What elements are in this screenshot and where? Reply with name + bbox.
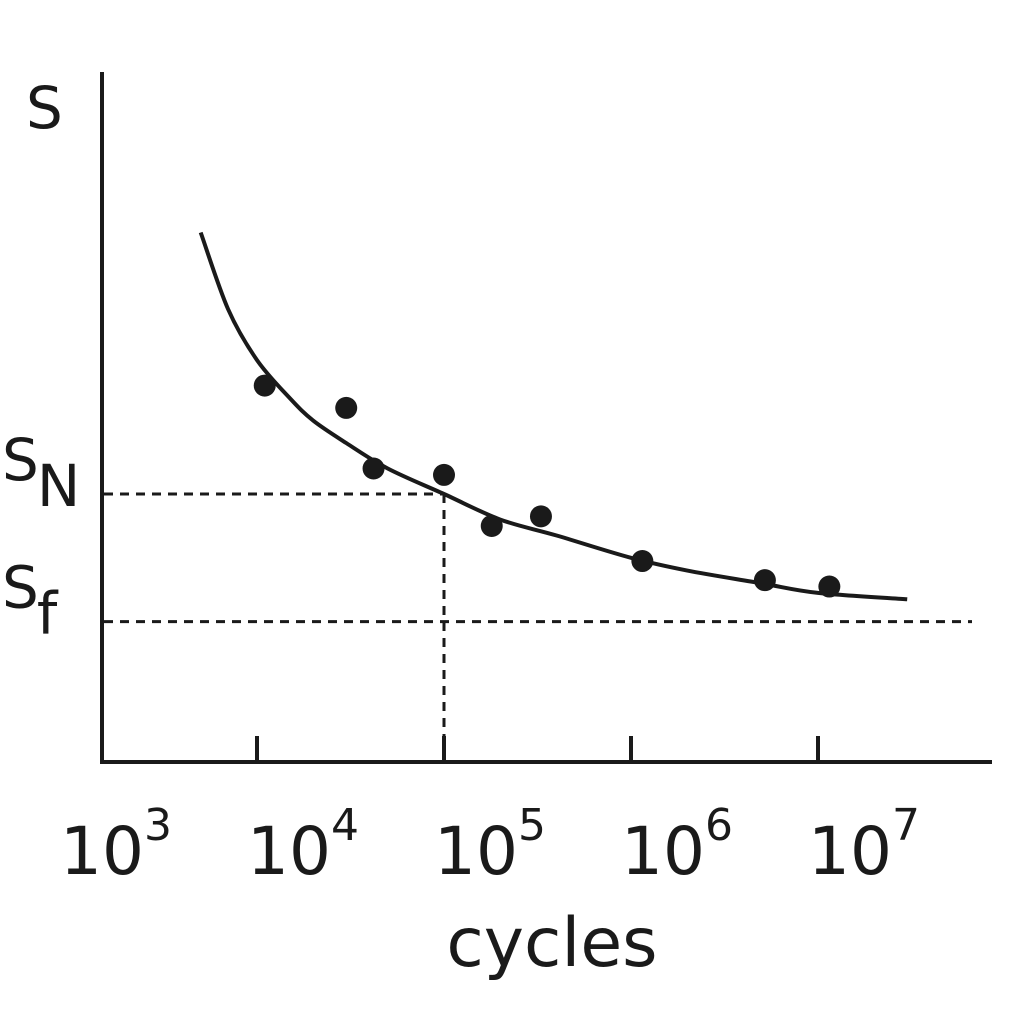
- x-tick-label-5: 105: [434, 800, 546, 890]
- data-point-8: [753, 569, 776, 592]
- ref-line-labels: SN Sf: [2, 426, 80, 648]
- data-point-6: [529, 505, 552, 528]
- ref-label-N: SN: [2, 426, 80, 520]
- data-point-3: [362, 457, 385, 480]
- fit-curve: [198, 231, 908, 602]
- data-point-9: [818, 575, 841, 598]
- x-tick-labels: 103 104 105 106 107: [60, 800, 920, 890]
- x-tick-label-6: 106: [621, 800, 733, 890]
- data-point-2: [335, 396, 358, 419]
- data-point-5: [480, 514, 503, 537]
- x-tick-label-7: 107: [808, 800, 920, 890]
- x-tick-label-3: 103: [60, 800, 172, 890]
- y-axis-label: S: [26, 74, 63, 142]
- ref-label-f: Sf: [2, 554, 59, 648]
- data-points: [253, 374, 841, 598]
- data-point-4: [433, 463, 455, 486]
- x-axis-label: cycles: [446, 904, 657, 983]
- x-tick-marks: [255, 736, 820, 762]
- x-tick-label-4: 104: [247, 800, 359, 890]
- data-point-7: [631, 550, 654, 573]
- ref-lines: [104, 492, 972, 762]
- data-point-1: [253, 374, 276, 397]
